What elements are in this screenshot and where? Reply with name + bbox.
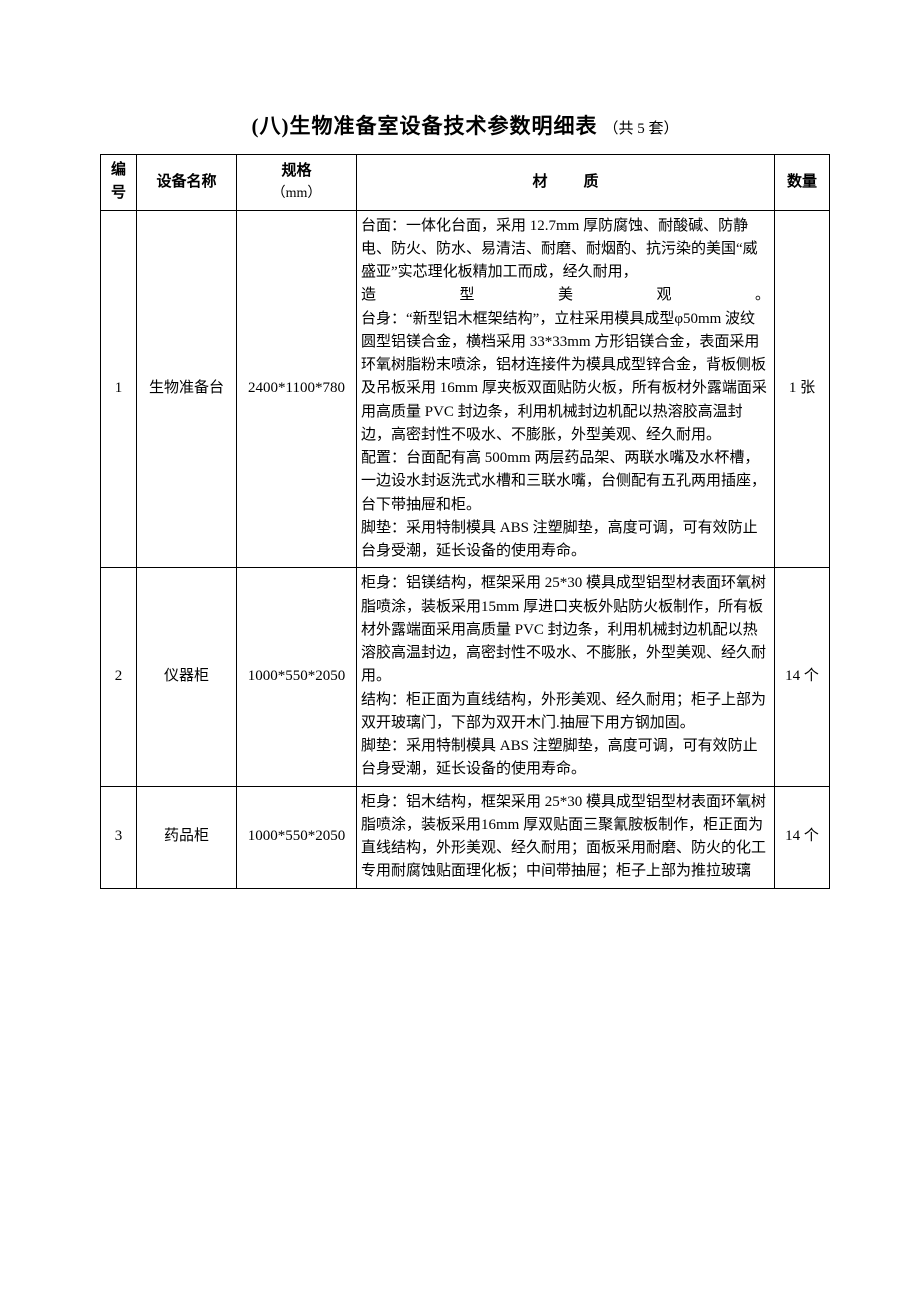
spec-table: 编号 设备名称 规格 （mm） 材质 数量 1生物准备台2400*1100*78… — [100, 154, 830, 889]
cell-qty: 14 个 — [775, 568, 830, 786]
cell-spec: 1000*550*2050 — [237, 786, 357, 888]
table-row: 3药品柜1000*550*2050柜身：铝木结构，框架采用 25*30 模具成型… — [101, 786, 830, 888]
cell-num: 1 — [101, 210, 137, 568]
cell-qty: 14 个 — [775, 786, 830, 888]
page-title-main: (八)生物准备室设备技术参数明细表 — [251, 114, 597, 138]
cell-material-post: 台身：“新型铝木框架结构”，立柱采用模具成型φ50mm 波纹圆型铝镁合金，横档采… — [361, 311, 767, 560]
col-num: 编号 — [101, 155, 137, 211]
col-material-label: 材质 — [496, 174, 634, 190]
cell-name: 生物准备台 — [137, 210, 237, 568]
document-page: (八)生物准备室设备技术参数明细表 （共 5 套） 编号 设备名称 规格 （mm… — [0, 0, 920, 929]
page-title-sub: （共 5 套） — [603, 121, 678, 137]
col-spec-unit: （mm） — [241, 183, 352, 205]
col-qty: 数量 — [775, 155, 830, 211]
cell-material-pre: 台面：一体化台面，采用 12.7mm 厚防腐蚀、耐酸碱、防静电、防火、防水、易清… — [361, 218, 758, 281]
table-row: 2仪器柜1000*550*2050柜身：铝镁结构，框架采用 25*30 模具成型… — [101, 568, 830, 786]
col-material: 材质 — [357, 155, 775, 211]
cell-material: 台面：一体化台面，采用 12.7mm 厚防腐蚀、耐酸碱、防静电、防火、防水、易清… — [357, 210, 775, 568]
cell-num: 3 — [101, 786, 137, 888]
cell-name: 药品柜 — [137, 786, 237, 888]
col-name: 设备名称 — [137, 155, 237, 211]
spec-table-head: 编号 设备名称 规格 （mm） 材质 数量 — [101, 155, 830, 211]
cell-num: 2 — [101, 568, 137, 786]
table-row: 1生物准备台2400*1100*780台面：一体化台面，采用 12.7mm 厚防… — [101, 210, 830, 568]
cell-material: 柜身：铝木结构，框架采用 25*30 模具成型铝型材表面环氧树脂喷涂，装板采用1… — [357, 786, 775, 888]
cell-name: 仪器柜 — [137, 568, 237, 786]
spec-table-body: 1生物准备台2400*1100*780台面：一体化台面，采用 12.7mm 厚防… — [101, 210, 830, 888]
cell-qty: 1 张 — [775, 210, 830, 568]
cell-spec: 1000*550*2050 — [237, 568, 357, 786]
cell-spec: 2400*1100*780 — [237, 210, 357, 568]
cell-material: 柜身：铝镁结构，框架采用 25*30 模具成型铝型材表面环氧树脂喷涂，装板采用1… — [357, 568, 775, 786]
cell-material-justify: 造型美观。 — [361, 284, 770, 307]
page-title-line: (八)生物准备室设备技术参数明细表 （共 5 套） — [100, 110, 830, 140]
col-spec-top: 规格 — [281, 163, 311, 179]
col-spec: 规格 （mm） — [237, 155, 357, 211]
